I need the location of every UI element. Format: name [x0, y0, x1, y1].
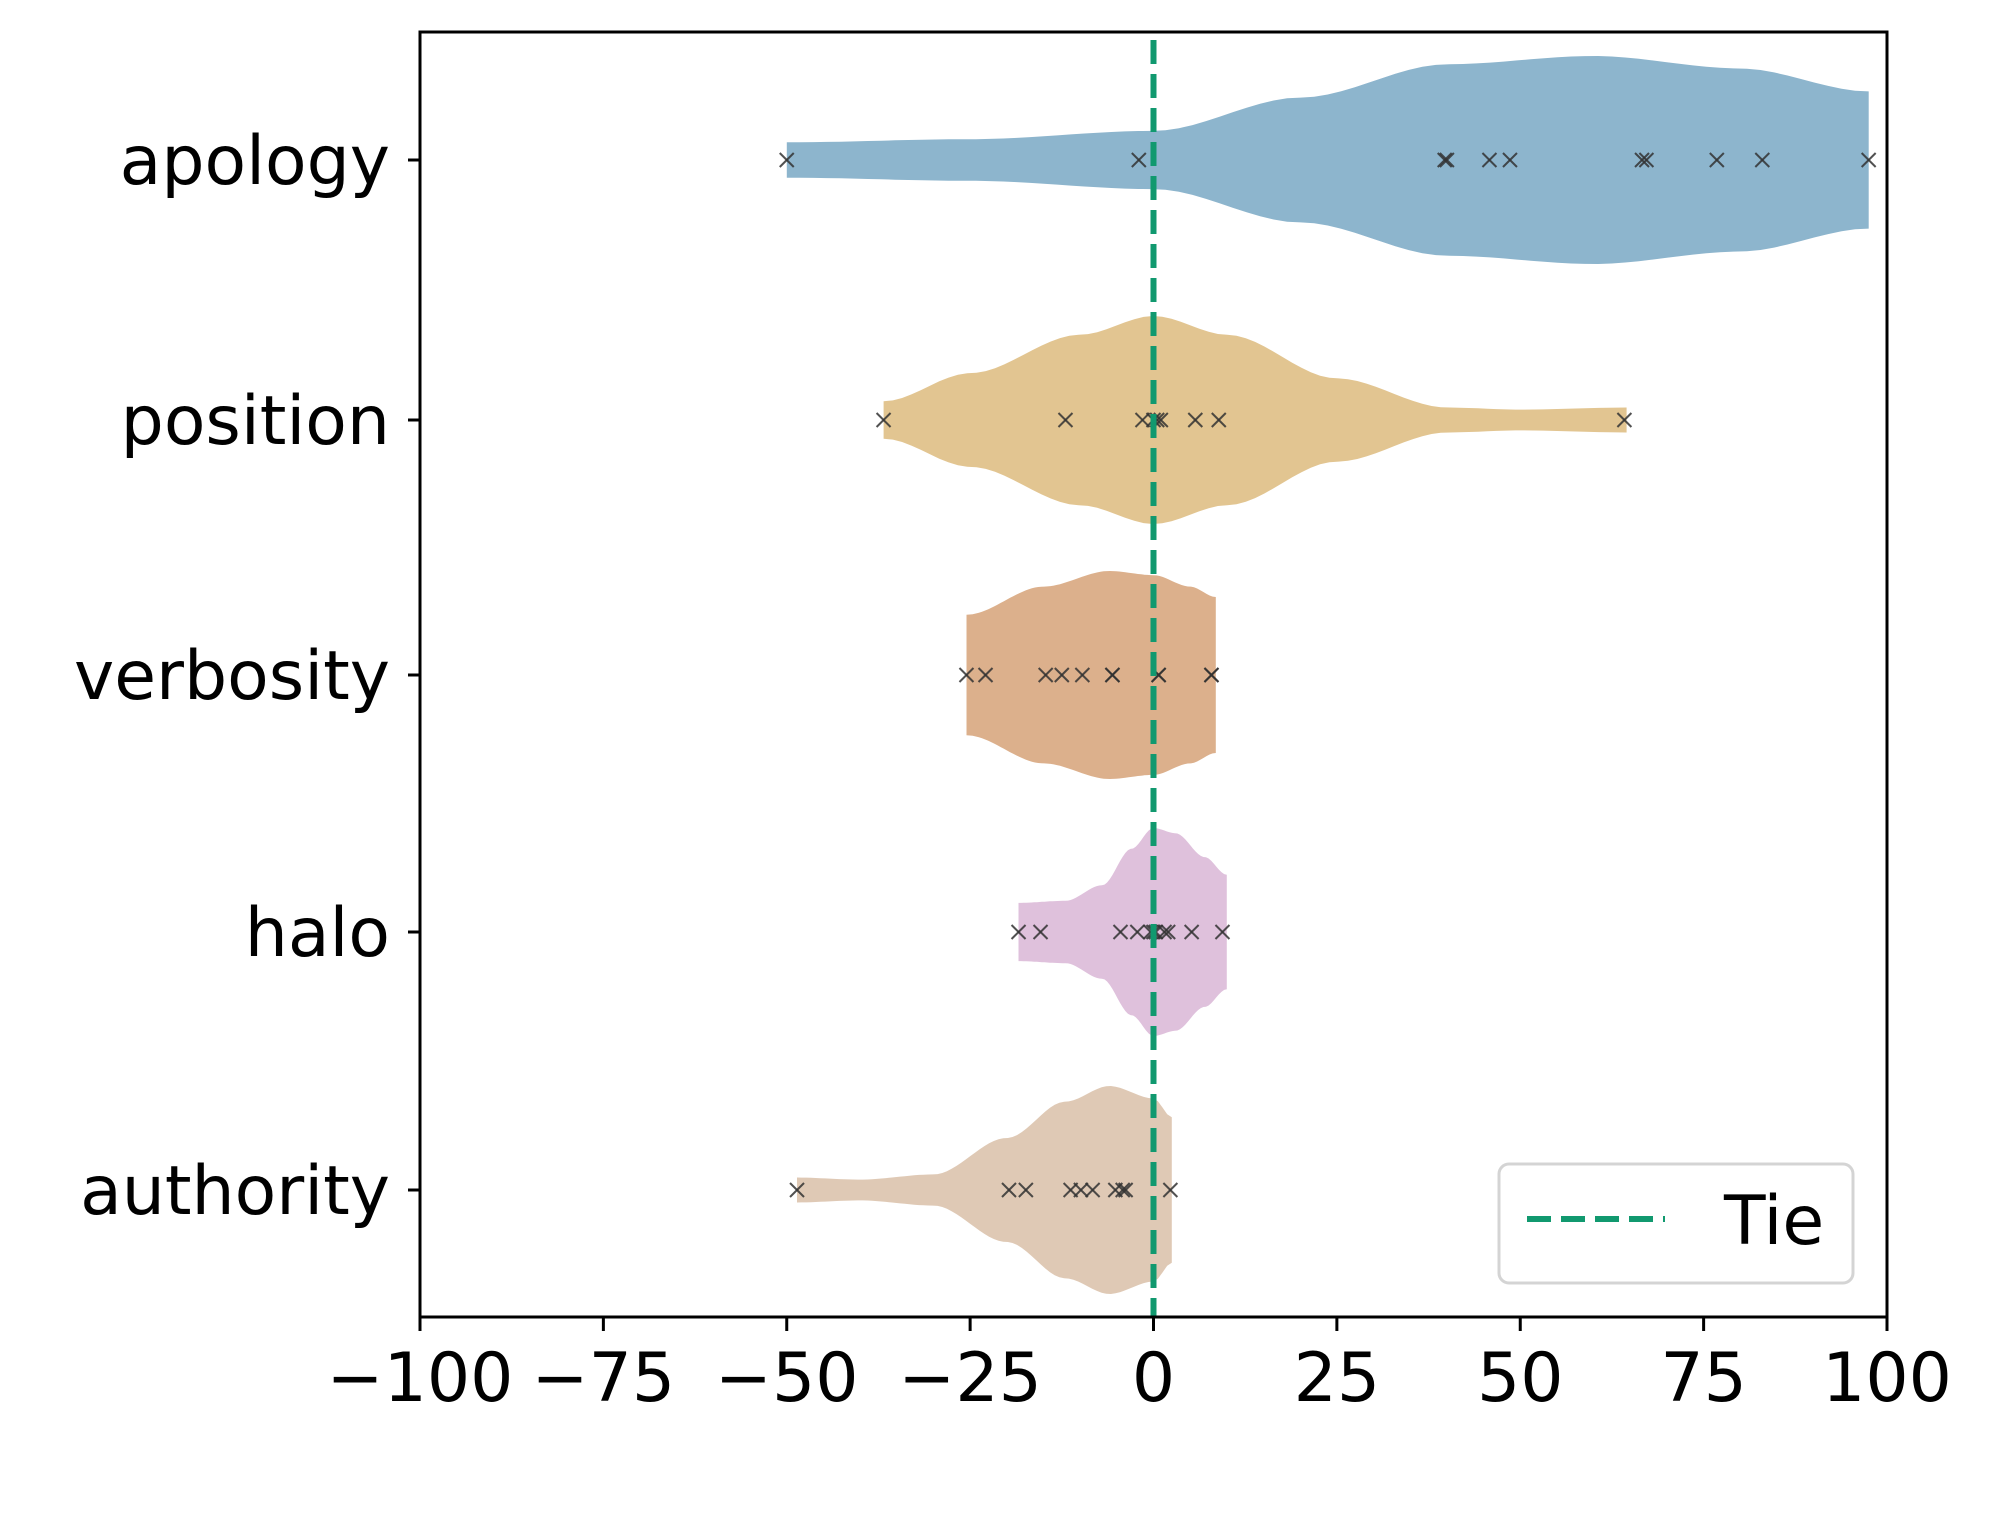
y-tick-label-apology: apology — [120, 122, 390, 201]
data-point-apology — [1709, 152, 1725, 168]
data-point-authority — [1114, 1182, 1131, 1198]
y-axis: apology position verbosity halo authority — [74, 122, 420, 1231]
x-tick-label: −75 — [532, 1339, 676, 1418]
y-tick-label-halo: halo — [245, 894, 390, 973]
data-point-authority — [1117, 1182, 1134, 1198]
y-tick-label-verbosity: verbosity — [74, 637, 390, 716]
points-layer — [779, 152, 1877, 1198]
data-point-verbosity — [977, 667, 994, 683]
legend: Tie — [1497, 1162, 1855, 1285]
data-point-apology — [1436, 152, 1453, 168]
data-point-position — [1134, 412, 1151, 428]
data-point-halo — [1112, 924, 1129, 940]
x-tick-label: −25 — [898, 1339, 1042, 1418]
x-tick-label: −100 — [327, 1339, 514, 1418]
data-point-apology — [1502, 152, 1518, 168]
violin-halo — [1018, 828, 1227, 1036]
data-point-authority — [1084, 1182, 1101, 1198]
violin-apology — [786, 56, 1869, 264]
data-point-verbosity — [1054, 667, 1070, 683]
y-tick-label-position: position — [121, 382, 390, 461]
data-point-position — [875, 412, 892, 428]
data-point-verbosity — [1074, 667, 1091, 683]
x-tick-label: −50 — [715, 1339, 859, 1418]
y-tick-label-authority: authority — [80, 1152, 390, 1231]
data-point-authority — [789, 1182, 805, 1198]
data-point-halo — [1183, 924, 1200, 940]
data-point-verbosity — [1203, 667, 1220, 683]
data-point-position — [1616, 412, 1633, 428]
data-point-halo — [1032, 924, 1049, 940]
data-point-halo — [1129, 924, 1146, 940]
x-tick-label: 25 — [1294, 1339, 1381, 1418]
data-point-authority — [1162, 1182, 1179, 1198]
data-point-halo — [1010, 924, 1027, 940]
data-point-apology — [1860, 152, 1877, 168]
data-point-position — [1211, 412, 1227, 428]
violin-position — [883, 316, 1627, 524]
violin-verbosity — [966, 571, 1216, 779]
data-point-apology — [1481, 152, 1498, 168]
data-point-halo — [1160, 924, 1176, 940]
data-point-halo — [1214, 924, 1231, 940]
violin-authority — [797, 1086, 1172, 1294]
x-axis: −100 −75 −50 −25 0 25 50 75 100 — [327, 1317, 1952, 1418]
data-point-halo — [1156, 924, 1173, 940]
data-point-verbosity — [958, 667, 975, 683]
data-point-position — [1057, 412, 1074, 428]
x-tick-label: 75 — [1660, 1339, 1747, 1418]
data-point-apology — [779, 152, 795, 168]
data-point-authority — [1018, 1182, 1034, 1198]
data-point-authority — [1073, 1182, 1089, 1198]
data-point-position — [1187, 412, 1204, 428]
x-tick-label: 50 — [1477, 1339, 1564, 1418]
data-point-apology — [1638, 152, 1655, 168]
x-tick-label: 100 — [1822, 1339, 1952, 1418]
data-point-apology — [1439, 152, 1455, 168]
data-point-apology — [1634, 152, 1650, 168]
data-point-verbosity — [1104, 667, 1121, 683]
violins-layer — [786, 56, 1869, 1294]
data-point-authority — [1001, 1182, 1017, 1198]
data-point-apology — [1754, 152, 1771, 168]
legend-label-tie: Tie — [1723, 1182, 1824, 1261]
data-point-apology — [1131, 152, 1147, 168]
data-point-verbosity — [1037, 667, 1054, 683]
x-tick-label: 0 — [1132, 1339, 1175, 1418]
legend-box — [1497, 1162, 1855, 1285]
